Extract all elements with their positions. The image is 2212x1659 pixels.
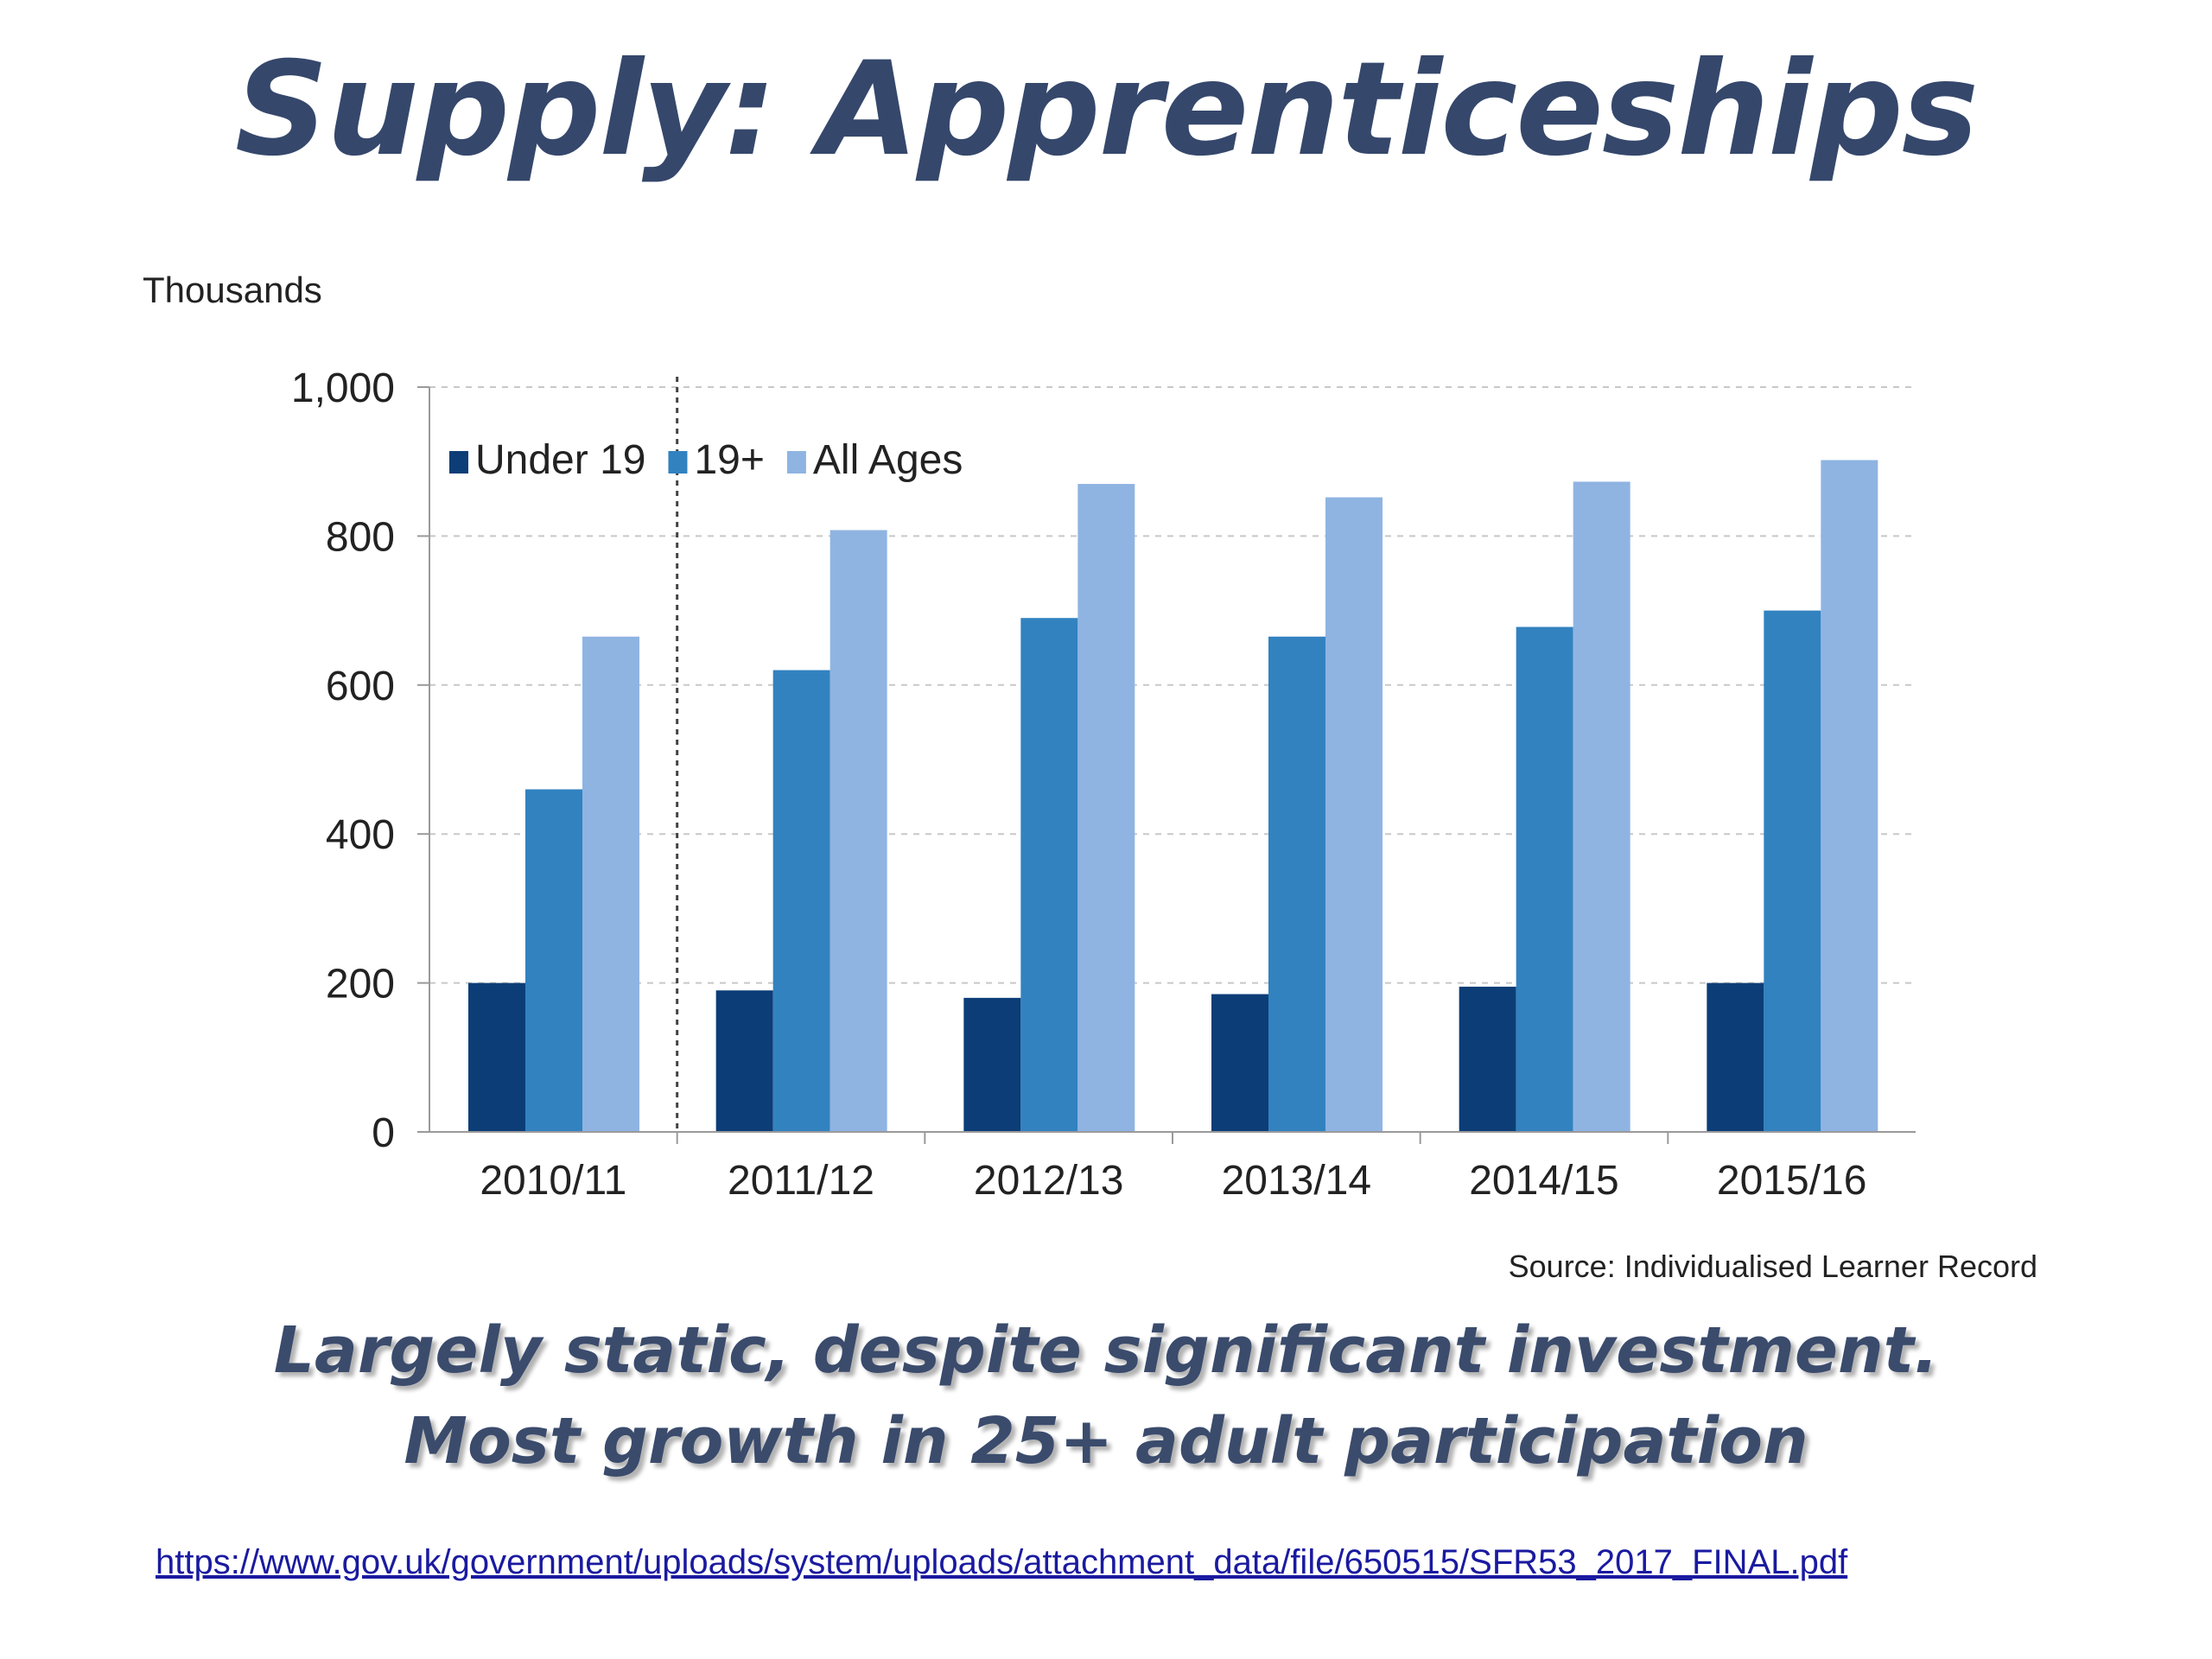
bar-under-19-2014-15 xyxy=(1459,986,1516,1132)
bar-under-19-2010-11 xyxy=(468,982,525,1132)
gridlines xyxy=(429,386,1916,984)
y-tick-labels: 0 200 400 600 800 1,000 xyxy=(291,365,395,1156)
legend: Under 19 19+ All Ages xyxy=(449,437,963,483)
x-tick-label: 2014/15 xyxy=(1469,1158,1619,1204)
bar-19--2015-16 xyxy=(1764,610,1821,1132)
y-tick-label: 0 xyxy=(372,1110,395,1156)
chart-source: Source: Individualised Learner Record xyxy=(1509,1249,2037,1284)
bar-all-ages-2015-16 xyxy=(1821,460,1878,1132)
y-tick-label: 600 xyxy=(326,664,395,709)
x-tick-label: 2010/11 xyxy=(480,1158,626,1204)
bar-all-ages-2014-15 xyxy=(1573,481,1630,1132)
bar-all-ages-2013-14 xyxy=(1325,497,1382,1132)
y-axis-label: Thousands xyxy=(143,270,322,310)
y-tick-label: 200 xyxy=(326,962,395,1007)
y-tick-label: 400 xyxy=(326,812,395,858)
slide-title: Supply: Apprenticeships xyxy=(234,35,1979,185)
legend-label: 19+ xyxy=(694,437,764,483)
bar-19--2013-14 xyxy=(1268,636,1325,1132)
legend-label: Under 19 xyxy=(475,437,645,483)
bar-under-19-2013-14 xyxy=(1211,994,1268,1132)
bar-19--2011-12 xyxy=(772,670,830,1132)
y-tick-label: 1,000 xyxy=(291,365,395,411)
bar-19--2010-11 xyxy=(525,789,582,1132)
x-tick-labels: 2010/11 2011/12 2012/13 2013/14 2014/15 2015/… xyxy=(480,1158,1866,1204)
x-tick-label: 2013/14 xyxy=(1222,1158,1372,1204)
source-link[interactable]: https://www.gov.uk/government/uploads/sy… xyxy=(156,1543,1848,1581)
caption-line-1: Largely static, despite significant inve… xyxy=(273,1313,1939,1388)
x-tick-label: 2012/13 xyxy=(974,1158,1124,1204)
legend-swatch xyxy=(786,451,806,474)
bar-19--2012-13 xyxy=(1020,618,1078,1132)
x-tick-label: 2015/16 xyxy=(1717,1158,1867,1204)
legend-swatch xyxy=(449,451,468,474)
legend-label: All Ages xyxy=(813,437,963,483)
x-tick-label: 2011/12 xyxy=(728,1158,874,1204)
bar-all-ages-2010-11 xyxy=(582,636,639,1132)
bar-under-19-2012-13 xyxy=(963,997,1021,1132)
legend-swatch xyxy=(668,451,688,474)
bar-under-19-2015-16 xyxy=(1707,982,1764,1132)
bar-all-ages-2012-13 xyxy=(1077,484,1135,1132)
caption-line-2: Most growth in 25+ adult participation xyxy=(404,1404,1808,1478)
bars xyxy=(468,460,1878,1132)
bar-under-19-2011-12 xyxy=(715,990,773,1132)
bar-19--2014-15 xyxy=(1516,626,1573,1132)
bar-all-ages-2011-12 xyxy=(830,530,887,1132)
y-tick-label: 800 xyxy=(326,514,395,560)
axes xyxy=(417,377,1916,1144)
